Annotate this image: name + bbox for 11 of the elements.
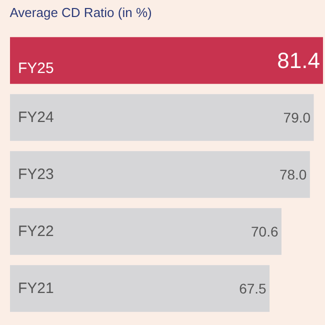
y-tick-label: FY23 — [18, 166, 54, 183]
chart-title: Average CD Ratio (in %) — [10, 5, 152, 20]
y-tick-label: FY24 — [18, 109, 54, 126]
y-tick-label: FY25 — [18, 60, 54, 77]
data-label: 79.0 — [283, 110, 311, 126]
data-label: 67.5 — [239, 280, 267, 296]
y-tick-label: FY22 — [18, 223, 54, 240]
y-tick-label: FY21 — [18, 280, 54, 297]
data-label: 81.4 — [277, 48, 320, 73]
data-label: 78.0 — [279, 166, 307, 182]
data-label: 70.6 — [251, 224, 278, 240]
